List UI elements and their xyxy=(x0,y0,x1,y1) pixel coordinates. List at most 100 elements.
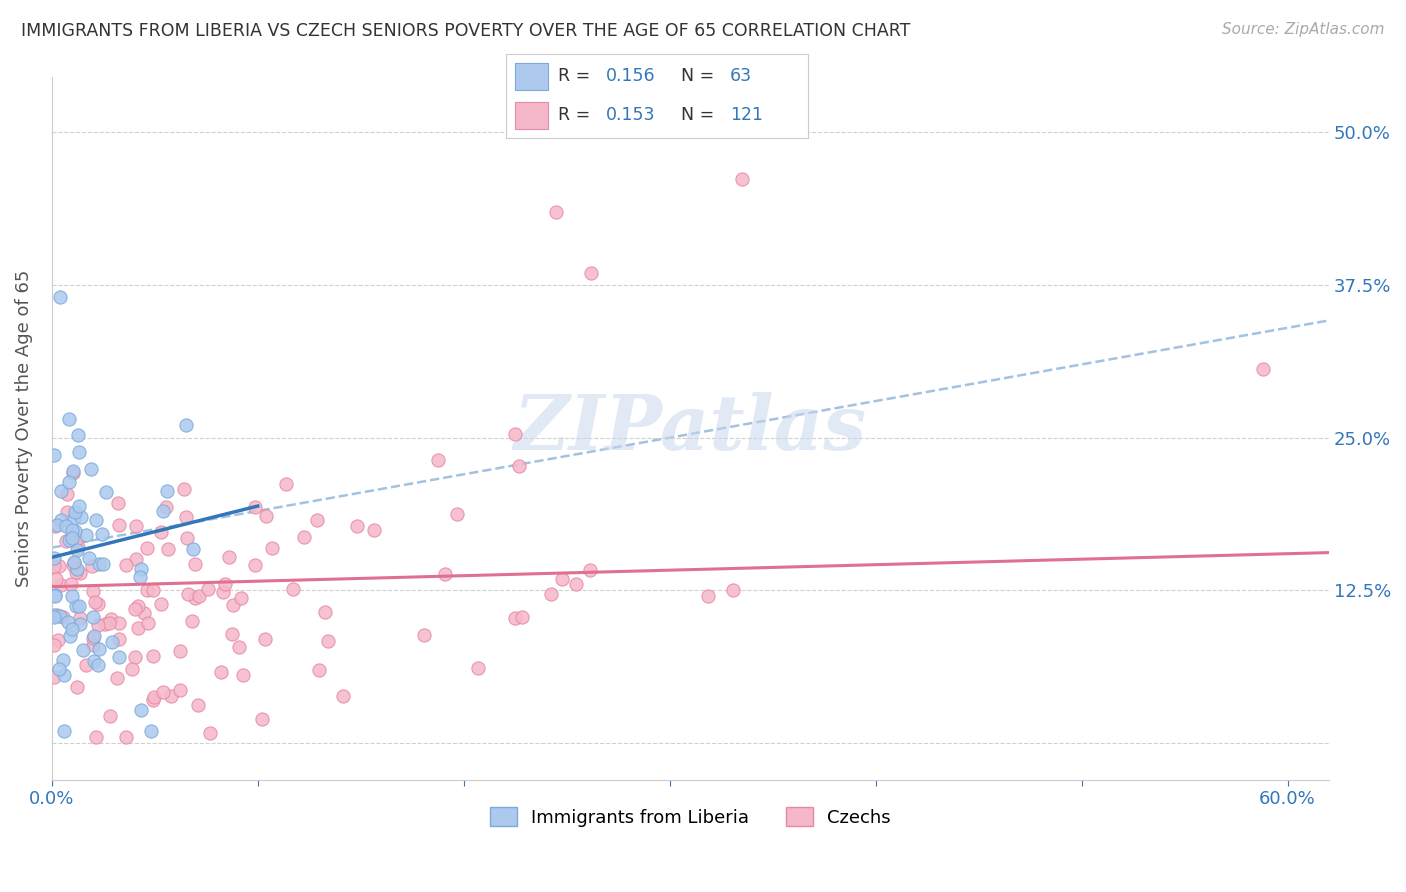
Point xyxy=(177,587,200,601)
Point xyxy=(281,582,304,596)
Point xyxy=(142,583,165,598)
Point xyxy=(221,626,243,640)
Point xyxy=(46,608,69,623)
Text: 121: 121 xyxy=(730,106,763,124)
Point xyxy=(135,541,157,556)
Point xyxy=(254,508,277,523)
Point xyxy=(62,464,84,478)
Point xyxy=(156,483,179,498)
Text: 0.156: 0.156 xyxy=(606,68,655,86)
Point xyxy=(62,558,84,573)
Point xyxy=(69,610,91,624)
Point xyxy=(243,558,266,572)
Point xyxy=(142,649,165,664)
Point xyxy=(72,643,94,657)
Point xyxy=(70,509,93,524)
Point xyxy=(44,518,66,533)
Point xyxy=(42,551,65,566)
Point xyxy=(308,663,330,677)
Point xyxy=(105,671,128,685)
Point xyxy=(254,632,277,646)
Point xyxy=(169,643,191,657)
Point xyxy=(184,558,207,572)
Point xyxy=(87,642,110,657)
Point xyxy=(67,540,90,554)
Point xyxy=(155,500,177,514)
Point xyxy=(565,577,588,591)
Point xyxy=(510,609,533,624)
Point xyxy=(66,680,89,694)
Point xyxy=(176,531,198,545)
Point xyxy=(314,605,336,619)
Point xyxy=(66,543,89,558)
Point xyxy=(80,462,103,476)
Point xyxy=(83,629,105,643)
Point xyxy=(581,266,603,280)
Point xyxy=(44,608,66,623)
Point xyxy=(174,418,197,433)
Point xyxy=(55,519,77,533)
Point xyxy=(276,477,298,491)
Point xyxy=(69,566,91,580)
Point xyxy=(46,517,69,532)
Point xyxy=(121,662,143,676)
Point xyxy=(107,496,129,510)
Point xyxy=(56,487,79,501)
Point xyxy=(44,589,66,603)
Point xyxy=(124,650,146,665)
Point xyxy=(49,290,72,304)
Point xyxy=(87,597,110,611)
Point xyxy=(108,632,131,647)
Point xyxy=(115,730,138,744)
Point xyxy=(212,584,235,599)
Point xyxy=(129,703,152,717)
Point xyxy=(578,563,600,577)
Point xyxy=(42,610,65,624)
Text: R =: R = xyxy=(558,68,595,86)
Point xyxy=(187,589,209,603)
Point xyxy=(58,533,80,547)
Point xyxy=(138,616,160,631)
Point xyxy=(243,500,266,514)
Point xyxy=(94,484,117,499)
Point xyxy=(125,552,148,566)
Point xyxy=(731,171,754,186)
Point xyxy=(115,558,138,573)
Point xyxy=(60,622,83,636)
Point xyxy=(125,519,148,533)
Point xyxy=(60,531,83,545)
Point xyxy=(108,615,131,630)
Text: N =: N = xyxy=(682,106,720,124)
Point xyxy=(42,670,65,684)
Point xyxy=(46,633,69,648)
Point xyxy=(1251,362,1274,376)
Point xyxy=(44,588,66,602)
Point xyxy=(90,527,112,541)
Point xyxy=(86,657,108,672)
Text: N =: N = xyxy=(682,68,720,86)
Point xyxy=(52,653,75,667)
Point xyxy=(97,616,120,631)
Point xyxy=(413,628,436,642)
Point xyxy=(83,654,105,668)
Point xyxy=(63,505,86,519)
Point xyxy=(149,524,172,539)
Point xyxy=(108,518,131,533)
Text: R =: R = xyxy=(558,106,595,124)
Point xyxy=(221,598,243,612)
Point xyxy=(77,551,100,566)
Point xyxy=(42,559,65,574)
Point xyxy=(143,690,166,705)
Text: 63: 63 xyxy=(730,68,752,86)
Point xyxy=(58,412,80,426)
Point xyxy=(42,638,65,652)
Point xyxy=(184,591,207,605)
Point xyxy=(65,533,87,548)
Text: IMMIGRANTS FROM LIBERIA VS CZECH SENIORS POVERTY OVER THE AGE OF 65 CORRELATION : IMMIGRANTS FROM LIBERIA VS CZECH SENIORS… xyxy=(21,22,911,40)
Point xyxy=(169,682,191,697)
Text: Source: ZipAtlas.com: Source: ZipAtlas.com xyxy=(1222,22,1385,37)
Point xyxy=(218,550,240,565)
Point xyxy=(156,542,179,557)
Point xyxy=(100,612,122,626)
Point xyxy=(551,572,574,586)
